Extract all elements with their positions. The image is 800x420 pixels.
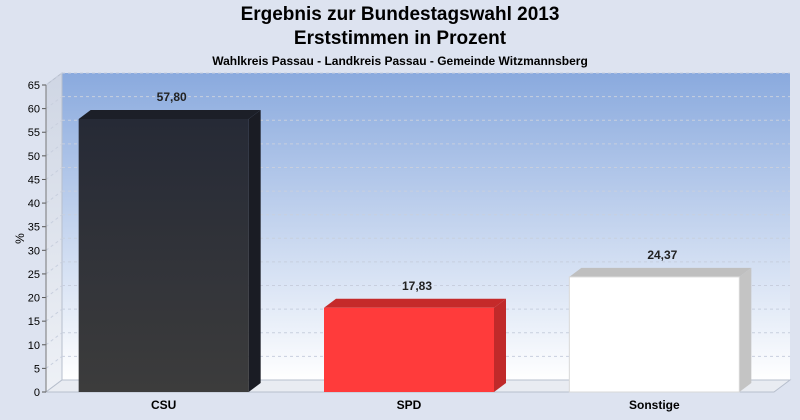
- y-tick-label: 50: [28, 151, 40, 163]
- left-wall: [45, 72, 63, 393]
- bar-csu: [78, 119, 249, 392]
- y-tick-label: 35: [28, 222, 40, 234]
- bar-top: [78, 110, 261, 120]
- bar-spd: [324, 307, 494, 392]
- y-axis-label: %: [13, 233, 27, 244]
- chart-subtitle: Erststimmen in Prozent: [293, 28, 507, 49]
- chart-title: Ergebnis zur Bundestagswahl 2013: [240, 4, 560, 25]
- bar-value-label: 17,83: [402, 279, 432, 293]
- y-tick-label: 15: [28, 316, 40, 328]
- bar-side: [739, 267, 752, 392]
- x-category-label: SPD: [397, 398, 422, 412]
- bar-top: [569, 267, 752, 277]
- bar-value-label: 24,37: [647, 248, 677, 262]
- chart-subtitle-region: Wahlkreis Passau - Landkreis Passau - Ge…: [212, 54, 588, 68]
- bar-sonstige: [568, 276, 740, 393]
- x-category-label: Sonstige: [629, 398, 680, 412]
- bar-side: [494, 298, 506, 392]
- bar-side: [248, 110, 261, 392]
- y-tick-label: 25: [28, 269, 40, 281]
- bar-value-label: 57,80: [157, 90, 187, 104]
- y-tick-label: 45: [28, 174, 40, 186]
- y-tick-label: 40: [28, 198, 40, 210]
- x-category-label: CSU: [151, 398, 176, 412]
- y-tick-label: 5: [34, 363, 40, 375]
- bar-top: [324, 298, 506, 308]
- y-tick-label: 60: [28, 104, 40, 116]
- y-tick-label: 55: [28, 127, 40, 139]
- y-tick-label: 0: [34, 387, 40, 399]
- y-tick-label: 20: [28, 293, 40, 305]
- y-tick-label: 65: [28, 80, 40, 92]
- y-tick-label: 10: [28, 340, 40, 352]
- y-tick-label: 30: [28, 245, 40, 257]
